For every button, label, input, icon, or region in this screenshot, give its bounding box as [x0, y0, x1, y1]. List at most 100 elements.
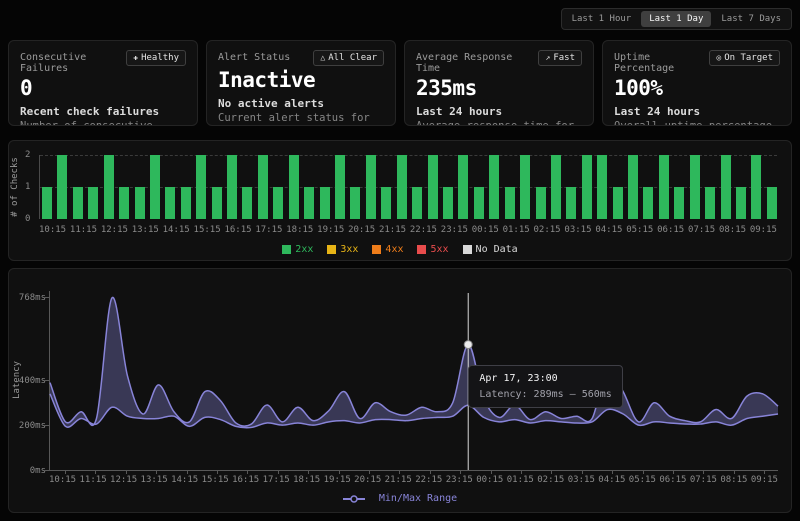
- check-bar[interactable]: [458, 155, 469, 219]
- x-axis-label: 12:15: [100, 225, 128, 235]
- card-subtitle: No active alerts: [218, 97, 324, 110]
- x-axis-label: 16:15: [232, 475, 260, 485]
- check-bar[interactable]: [751, 155, 762, 219]
- check-bar[interactable]: [566, 187, 577, 219]
- card-subtitle: Last 24 hours: [416, 105, 503, 118]
- tooltip-title: Apr 17, 23:00: [479, 373, 558, 384]
- x-tick: [65, 470, 66, 474]
- check-bar[interactable]: [149, 155, 160, 219]
- card-average-response-time: Average Response Time ↗ Fast 235ms Last 2…: [404, 40, 594, 126]
- health-icon: ✚: [133, 53, 139, 62]
- range-button-1-day[interactable]: Last 1 Day: [641, 11, 712, 27]
- check-bar[interactable]: [720, 155, 731, 219]
- x-axis-label: 01:15: [502, 225, 530, 235]
- x-axis-label: 05:15: [628, 475, 656, 485]
- y-tick-label: 400ms: [18, 376, 46, 386]
- y-tick: [45, 380, 49, 381]
- card-description: Average response time for this site: [416, 120, 575, 126]
- check-bar[interactable]: [165, 187, 176, 219]
- card-title: Consecutive Failures: [20, 52, 87, 74]
- gridline: [40, 155, 777, 156]
- check-bar[interactable]: [427, 155, 438, 219]
- card-description: Current alert status for this site: [218, 112, 370, 125]
- check-bar[interactable]: [196, 155, 207, 219]
- check-bar[interactable]: [227, 155, 238, 219]
- check-bar[interactable]: [319, 187, 330, 219]
- legend-label: 5xx: [430, 244, 449, 255]
- latency-legend: Min/Max Range: [9, 493, 791, 504]
- legend-swatch: [417, 245, 427, 254]
- check-bar[interactable]: [72, 187, 83, 219]
- check-bar[interactable]: [628, 155, 639, 219]
- y-tick: [45, 470, 49, 471]
- check-bar[interactable]: [119, 187, 130, 219]
- check-bar[interactable]: [612, 187, 623, 219]
- card-consecutive-failures: Consecutive Failures ✚ Healthy 0 Recent c…: [8, 40, 198, 126]
- card-description: Number of consecutive failed checks: [20, 120, 153, 126]
- check-bar[interactable]: [57, 155, 68, 219]
- legend-item-no-data: No Data: [462, 244, 518, 255]
- check-bar[interactable]: [257, 155, 268, 219]
- check-bar[interactable]: [180, 187, 191, 219]
- latency-plot-area[interactable]: [45, 291, 779, 474]
- check-bar[interactable]: [489, 155, 500, 219]
- check-bar[interactable]: [597, 155, 608, 219]
- x-tick: [764, 470, 766, 474]
- check-bar[interactable]: [581, 155, 592, 219]
- check-bar[interactable]: [689, 155, 700, 219]
- check-bar[interactable]: [88, 187, 99, 219]
- check-bar[interactable]: [520, 155, 531, 219]
- x-axis-label: 17:15: [255, 225, 283, 235]
- x-tick: [247, 470, 249, 474]
- x-tick: [399, 470, 401, 474]
- card-uptime-percentage: Uptime Percentage ◎ On Target 100% Last 2…: [602, 40, 792, 126]
- check-bar[interactable]: [735, 187, 746, 219]
- checks-plot-area[interactable]: [39, 155, 777, 219]
- check-bar[interactable]: [381, 187, 392, 219]
- check-bar[interactable]: [504, 187, 515, 219]
- y-tick-label: 2: [25, 150, 31, 160]
- x-axis-label: 15:15: [201, 475, 229, 485]
- check-bar[interactable]: [766, 187, 777, 219]
- check-bar[interactable]: [304, 187, 315, 219]
- x-axis-label: 02:15: [537, 475, 565, 485]
- badge-label: Healthy: [141, 53, 179, 63]
- status-badge: △ All Clear: [313, 50, 384, 66]
- check-bar[interactable]: [705, 187, 716, 219]
- check-bar[interactable]: [103, 155, 114, 219]
- legend-label: 2xx: [295, 244, 314, 255]
- check-bar[interactable]: [350, 187, 361, 219]
- checks-x-axis: 10:15 11:15 12:15 13:15 14:15 15:15 16:15 17:15…: [39, 225, 777, 235]
- x-tick: [95, 470, 97, 474]
- card-title: Average Response Time: [416, 52, 513, 74]
- x-tick: [460, 470, 462, 474]
- check-bar[interactable]: [658, 155, 669, 219]
- check-bar[interactable]: [674, 187, 685, 219]
- latency-x-axis: 10:15 11:15 12:15 13:15 14:15 15:15 16:15 17:15…: [49, 475, 778, 485]
- check-bar[interactable]: [211, 187, 222, 219]
- x-axis-label: 22:15: [409, 225, 437, 235]
- check-bar[interactable]: [242, 187, 253, 219]
- x-axis-label: 13:15: [131, 225, 159, 235]
- y-tick-label: 768ms: [18, 293, 46, 303]
- target-icon: ◎: [716, 53, 722, 62]
- check-bar[interactable]: [550, 155, 561, 219]
- check-bar[interactable]: [273, 187, 284, 219]
- x-tick: [338, 470, 340, 474]
- check-bar[interactable]: [365, 155, 376, 219]
- range-button-1-hour[interactable]: Last 1 Hour: [564, 11, 640, 27]
- check-bar[interactable]: [335, 155, 346, 219]
- check-bar[interactable]: [412, 187, 423, 219]
- check-bar[interactable]: [288, 155, 299, 219]
- check-bar[interactable]: [643, 187, 654, 219]
- x-tick: [308, 470, 310, 474]
- legend-item-2xx: 2xx: [282, 244, 313, 255]
- check-bar[interactable]: [442, 187, 453, 219]
- y-tick-label: 1: [25, 182, 31, 192]
- range-button-7-days[interactable]: Last 7 Days: [713, 11, 789, 27]
- check-bar[interactable]: [535, 187, 546, 219]
- check-bar[interactable]: [473, 187, 484, 219]
- check-bar[interactable]: [134, 187, 145, 219]
- check-bar[interactable]: [396, 155, 407, 219]
- check-bar[interactable]: [42, 187, 52, 219]
